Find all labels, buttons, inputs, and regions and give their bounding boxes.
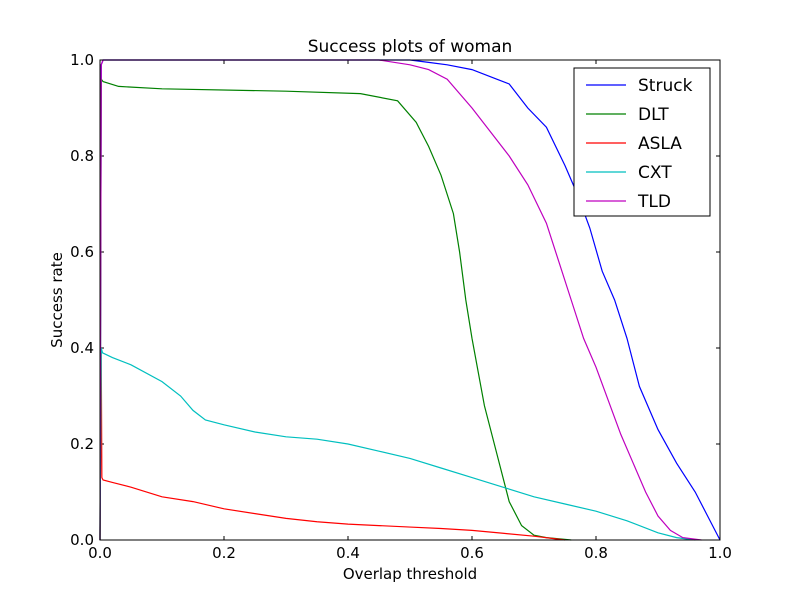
legend-label-struck: Struck xyxy=(638,76,693,96)
y-tick-label: 0.0 xyxy=(70,531,94,549)
y-axis-ticks: 0.0 0.2 0.4 0.6 0.8 1.0 xyxy=(70,51,720,549)
x-tick-label: 1.0 xyxy=(708,544,732,562)
legend-label-tld: TLD xyxy=(637,192,671,212)
legend: Struck DLT ASLA CXT TLD xyxy=(573,67,711,217)
y-axis-label: Success rate xyxy=(48,252,66,348)
x-axis-label: Overlap threshold xyxy=(343,565,477,583)
series-line-dlt xyxy=(99,77,572,541)
x-tick-label: 0.0 xyxy=(88,544,112,562)
x-tick-label: 0.2 xyxy=(212,544,236,562)
y-tick-label: 0.4 xyxy=(70,339,94,357)
x-tick-label: 0.6 xyxy=(460,544,484,562)
chart-title: Success plots of woman xyxy=(308,37,513,57)
y-tick-label: 0.8 xyxy=(70,147,94,165)
legend-label-asla: ASLA xyxy=(638,134,682,154)
series-line-tld xyxy=(99,59,702,541)
y-tick-label: 0.6 xyxy=(70,243,94,261)
y-tick-label: 0.2 xyxy=(70,435,94,453)
legend-box xyxy=(573,67,711,217)
series-line-cxt xyxy=(99,347,696,541)
x-tick-label: 0.8 xyxy=(584,544,608,562)
y-tick-label: 1.0 xyxy=(70,51,94,69)
plot-frame xyxy=(99,59,721,541)
series-line-asla xyxy=(99,352,566,541)
legend-label-cxt: CXT xyxy=(638,163,672,183)
legend-label-dlt: DLT xyxy=(638,105,669,125)
x-tick-label: 0.4 xyxy=(336,544,360,562)
